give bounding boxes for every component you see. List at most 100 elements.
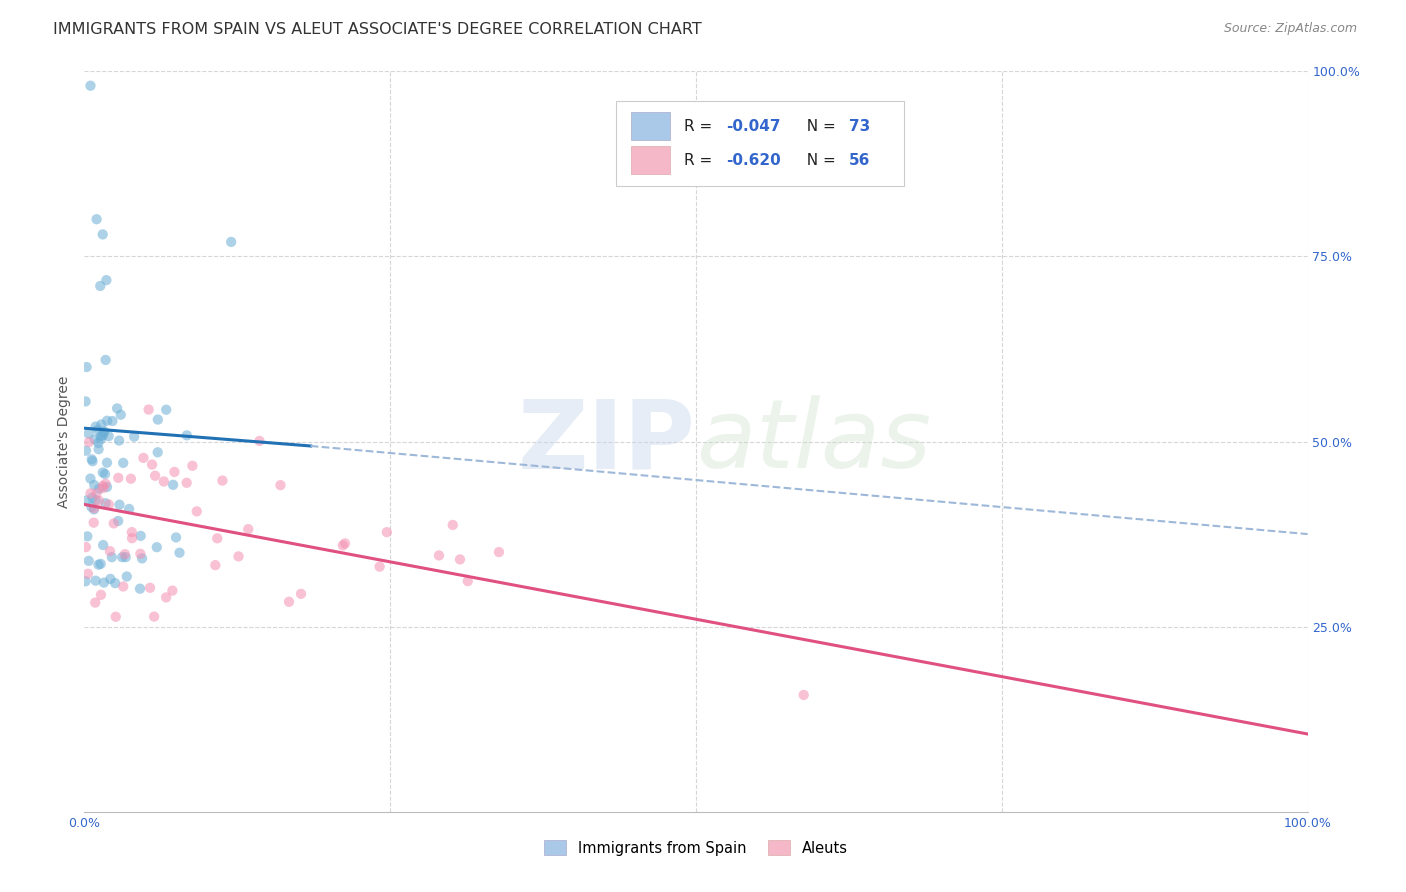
- Point: [94, 476, 117, 491]
- Text: R =: R =: [683, 153, 717, 168]
- Point: [89, 279, 111, 293]
- Point: [129, 547, 152, 561]
- Point: [87, 442, 110, 457]
- Point: [249, 434, 271, 448]
- Text: -0.620: -0.620: [727, 153, 782, 168]
- Point: [112, 456, 135, 470]
- Point: [114, 547, 136, 561]
- Point: [77, 426, 100, 441]
- Point: [219, 235, 242, 249]
- Point: [96, 414, 118, 428]
- Point: [368, 559, 391, 574]
- Point: [332, 538, 354, 552]
- Point: [333, 536, 356, 550]
- Point: [427, 549, 450, 563]
- Text: -0.047: -0.047: [727, 119, 782, 134]
- Point: [108, 498, 131, 512]
- Point: [77, 554, 100, 568]
- Point: [80, 452, 103, 467]
- Text: IMMIGRANTS FROM SPAIN VS ALEUT ASSOCIATE'S DEGREE CORRELATION CHART: IMMIGRANTS FROM SPAIN VS ALEUT ASSOCIATE…: [53, 22, 702, 37]
- Point: [163, 465, 186, 479]
- Point: [75, 540, 97, 554]
- FancyBboxPatch shape: [616, 101, 904, 186]
- Point: [87, 436, 110, 450]
- Text: N =: N =: [797, 119, 841, 134]
- Point: [143, 609, 166, 624]
- Legend: Immigrants from Spain, Aleuts: Immigrants from Spain, Aleuts: [540, 836, 852, 860]
- Point: [96, 456, 118, 470]
- Point: [103, 516, 125, 531]
- Point: [155, 591, 177, 605]
- Point: [488, 545, 510, 559]
- Point: [290, 587, 312, 601]
- Point: [86, 212, 108, 227]
- Point: [441, 517, 464, 532]
- Point: [87, 493, 110, 508]
- Point: [79, 471, 101, 485]
- Point: [186, 504, 208, 518]
- Point: [90, 429, 112, 443]
- Point: [129, 529, 152, 543]
- Point: [90, 417, 112, 432]
- Point: [165, 531, 187, 545]
- Point: [107, 471, 129, 485]
- Point: [132, 450, 155, 465]
- Point: [84, 596, 107, 610]
- Point: [121, 531, 143, 545]
- Point: [181, 458, 204, 473]
- Point: [118, 502, 141, 516]
- Point: [83, 502, 105, 516]
- Point: [176, 475, 198, 490]
- Point: [108, 434, 131, 448]
- Point: [120, 472, 142, 486]
- Text: R =: R =: [683, 119, 717, 134]
- Point: [93, 575, 115, 590]
- Point: [82, 491, 104, 505]
- Point: [110, 408, 132, 422]
- Point: [94, 496, 117, 510]
- Point: [143, 468, 166, 483]
- Point: [98, 544, 121, 558]
- Point: [90, 432, 112, 446]
- Point: [96, 480, 118, 494]
- Point: [87, 558, 110, 572]
- Point: [75, 443, 97, 458]
- Point: [83, 478, 105, 492]
- Point: [87, 482, 110, 496]
- Point: [141, 458, 163, 472]
- Point: [77, 435, 100, 450]
- Point: [449, 552, 471, 566]
- Point: [76, 359, 98, 374]
- Point: [86, 486, 108, 500]
- Text: Source: ZipAtlas.com: Source: ZipAtlas.com: [1223, 22, 1357, 36]
- Text: ZIP: ZIP: [517, 395, 696, 488]
- Bar: [631, 146, 671, 174]
- Bar: [631, 112, 671, 140]
- Point: [114, 550, 136, 565]
- Point: [75, 394, 97, 409]
- Point: [129, 582, 152, 596]
- Point: [84, 493, 107, 508]
- Point: [146, 412, 169, 426]
- Point: [90, 557, 112, 571]
- Point: [80, 500, 103, 514]
- Point: [90, 588, 112, 602]
- Point: [211, 474, 233, 488]
- Point: [115, 569, 138, 583]
- Point: [77, 566, 100, 581]
- Point: [75, 493, 97, 508]
- Text: atlas: atlas: [696, 395, 931, 488]
- Point: [146, 540, 169, 554]
- Point: [86, 423, 108, 437]
- Point: [146, 445, 169, 459]
- Point: [162, 478, 184, 492]
- Point: [207, 532, 229, 546]
- Point: [228, 549, 250, 564]
- Text: 73: 73: [849, 119, 870, 134]
- Point: [153, 475, 176, 489]
- Point: [79, 486, 101, 500]
- Point: [107, 514, 129, 528]
- Point: [104, 576, 127, 591]
- Point: [138, 402, 160, 417]
- Point: [105, 401, 128, 416]
